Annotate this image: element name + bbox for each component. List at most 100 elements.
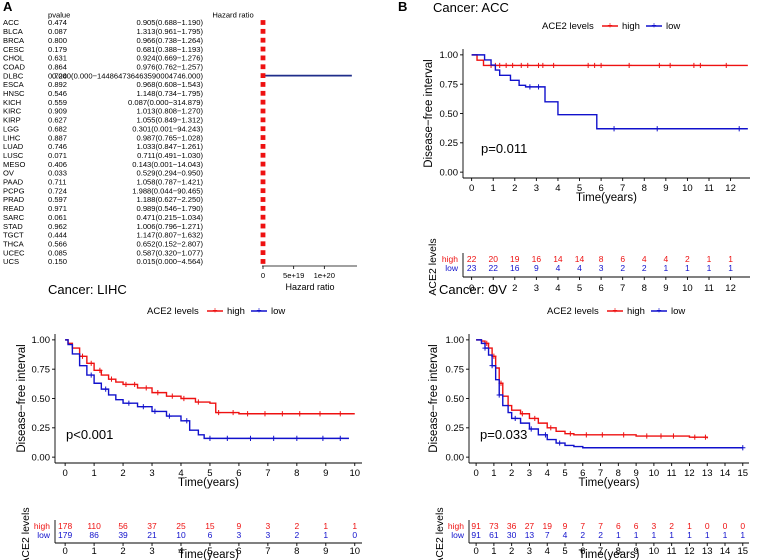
km-censor-mark-high: [497, 62, 503, 69]
risk-x-tick-label: 0: [469, 283, 474, 294]
forest-hr-sarc: 0.471(0.215−1.034): [136, 213, 203, 222]
km-legend-label-high: high: [622, 21, 640, 32]
km-censor-mark-low: [294, 435, 300, 441]
forest-hr-luad: 1.033(0.847−1.261): [136, 142, 203, 151]
forest-x-axis-title: Hazard ratio: [285, 282, 334, 292]
risk-x-axis-title: Time(years): [579, 549, 640, 560]
km-censor-mark-low: [166, 413, 173, 419]
risk-x-tick-label: 2: [512, 283, 517, 294]
km-censor-mark-low: [152, 408, 158, 414]
km-censor-mark-high: [598, 62, 604, 69]
forest-box-tgct: [260, 232, 266, 238]
km-legend: ACE2 levels + high + low: [547, 305, 685, 317]
forest-box-prad: [260, 197, 266, 202]
km-legend-label-high: high: [227, 306, 245, 317]
km-censor-mark-low: [496, 392, 502, 398]
km-x-tick-label: 9: [323, 468, 328, 479]
panel-label-a: A: [3, 0, 13, 14]
km-x-tick-label: 8: [294, 468, 299, 479]
forest-cancer-acc: ACC: [3, 18, 20, 27]
km-censor-mark-high: [626, 62, 632, 69]
forest-hr-kirp: 1.055(0.849−1.312): [136, 116, 203, 125]
risk-count-high: 7: [598, 521, 603, 531]
km-legend-censor-high: +: [212, 305, 217, 315]
forest-pvalue-cesc: 0.179: [48, 45, 67, 54]
forest-box-ucs: [260, 259, 266, 264]
forest-hr-cesc: 0.681(0.388−1.193): [136, 45, 203, 54]
forest-cancer-thca: THCA: [3, 239, 25, 248]
forest-box-read: [260, 205, 266, 211]
km-censor-mark-high: [132, 381, 138, 388]
risk-x-tick-label: 2: [509, 546, 514, 557]
risk-count-high: 25: [176, 521, 186, 531]
km-y-tick-label: 0.75: [32, 364, 51, 375]
km-censor-mark-high: [532, 415, 538, 422]
km-censor-mark-high: [519, 411, 525, 417]
km-x-tick-label: 0: [469, 183, 474, 194]
risk-count-low: 1: [707, 263, 712, 273]
forest-hr-hnsc: 1.148(0.734−1.795): [136, 89, 203, 98]
km-legend-censor-low: +: [256, 305, 261, 315]
km-censor-mark-high: [123, 381, 129, 388]
risk-count-high: 4: [642, 254, 647, 264]
km-censor-mark-high: [691, 62, 697, 69]
km-plot-ov: Cancer: OV ACE2 levels + high + low 0.00 0.25 0.…: [428, 282, 749, 560]
km-legend: ACE2 levels + high + low: [542, 20, 680, 32]
km-legend-censor-high: +: [612, 305, 617, 315]
forest-box-ucec: [260, 250, 266, 255]
forest-pvalue-brca: 0.800: [48, 36, 67, 45]
risk-x-tick-label: 3: [534, 283, 539, 294]
risk-count-low: 13: [525, 530, 535, 540]
forest-hr-ucs: 0.015(0.000−4.564): [136, 257, 203, 266]
forest-box-meso: [260, 161, 266, 167]
forest-box-dlbc: [260, 73, 266, 78]
risk-count-low: 4: [563, 530, 568, 540]
forest-pvalue-dlbc: 0.724: [48, 71, 67, 80]
risk-count-high: 1: [687, 521, 692, 531]
km-y-tick-label: 1.00: [32, 335, 51, 346]
km-censor-mark-high: [317, 411, 323, 417]
km-y-tick-label: 0.00: [446, 452, 465, 463]
km-title: Cancer: LIHC: [48, 282, 127, 297]
km-y-tick-label: 0.75: [446, 364, 465, 375]
risk-count-high: 110: [87, 521, 101, 531]
risk-count-high: 27: [525, 521, 535, 531]
km-legend-label-low: low: [271, 306, 285, 317]
risk-x-tick-label: 3: [527, 546, 532, 557]
km-x-tick-label: 15: [737, 468, 748, 479]
risk-x-tick-label: 0: [62, 546, 67, 557]
forest-cancer-esca: ESCA: [3, 80, 25, 89]
risk-count-high: 22: [467, 254, 477, 264]
risk-count-high: 16: [532, 254, 542, 264]
forest-pvalue-ov: 0.033: [48, 169, 67, 178]
risk-count-low: 61: [489, 530, 499, 540]
km-censor-mark-high: [143, 385, 149, 391]
km-title: Cancer: OV: [439, 282, 507, 297]
forest-cancer-prad: PRAD: [3, 195, 25, 204]
forest-hr-blca: 1.313(0.961−1.795): [136, 27, 203, 36]
km-censor-mark-low: [542, 432, 549, 438]
risk-count-high: 20: [488, 254, 498, 264]
risk-count-high: 6: [634, 521, 639, 531]
risk-count-low: 91: [471, 530, 481, 540]
risk-count-low: 0: [352, 530, 357, 540]
km-censor-mark-low: [736, 126, 742, 132]
forest-box-paad: [260, 179, 266, 185]
km-censor-mark-high: [518, 62, 524, 69]
forest-box-stad: [260, 223, 266, 229]
km-censor-mark-high: [697, 62, 703, 69]
forest-pvalue-sarc: 0.061: [48, 213, 67, 222]
forest-hr-tgct: 1.147(0.807−1.632): [136, 231, 203, 240]
km-x-tick-label: 3: [527, 468, 532, 479]
km-x-tick-label: 8: [642, 183, 647, 194]
km-censor-mark-high: [548, 425, 554, 431]
risk-count-high: 6: [620, 254, 625, 264]
risk-count-low: 6: [208, 530, 213, 540]
risk-row-label-low: low: [37, 530, 51, 540]
forest-box-kich: [260, 99, 266, 105]
risk-count-high: 178: [58, 521, 72, 531]
forest-pvalue-chol: 0.631: [48, 54, 67, 63]
forest-cancer-lusc: LUSC: [3, 151, 24, 160]
km-curve-high: [65, 339, 355, 415]
